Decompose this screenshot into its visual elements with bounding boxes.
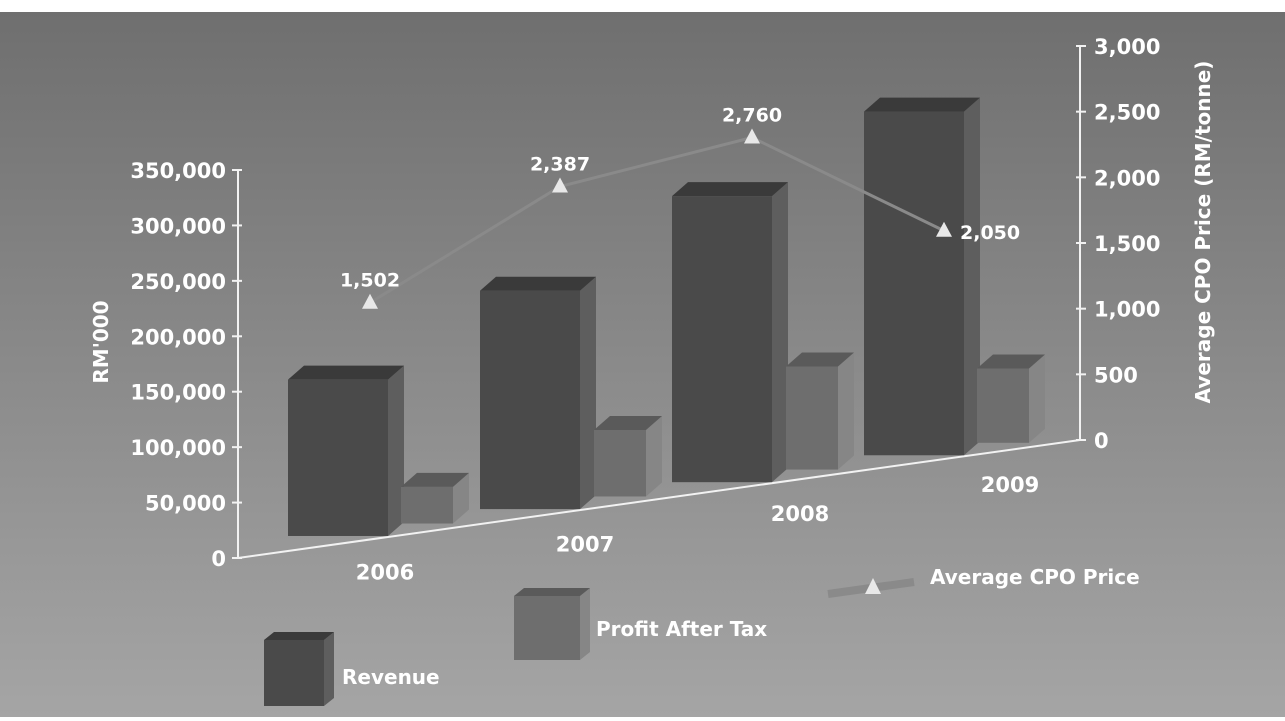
left-axis-tick-label: 300,000 bbox=[130, 214, 226, 238]
revenue-bar-top bbox=[480, 276, 596, 291]
left-axis-title: RM'000 bbox=[89, 300, 113, 383]
cpo-price-data-label: 2,760 bbox=[722, 105, 782, 127]
cpo-price-series-line bbox=[369, 135, 945, 305]
legend-revenue-swatch-top bbox=[264, 632, 334, 640]
revenue-bar-front bbox=[672, 196, 772, 483]
legend-revenue-swatch-side bbox=[324, 632, 334, 706]
legend-revenue-swatch-front bbox=[264, 640, 324, 706]
profit-bar bbox=[786, 352, 854, 470]
profit-bar-front bbox=[786, 366, 838, 470]
revenue-bar-top bbox=[672, 182, 788, 197]
profit-bar-side bbox=[646, 415, 662, 497]
revenue-bar bbox=[672, 182, 788, 483]
profit-bar-side bbox=[838, 352, 854, 470]
right-axis-tick-label: 3,000 bbox=[1094, 35, 1160, 59]
profit-bar bbox=[977, 354, 1045, 443]
legend-revenue-swatch bbox=[264, 632, 334, 706]
left-axis-tick-label: 200,000 bbox=[130, 325, 226, 349]
cpo-price-data-label: 1,502 bbox=[340, 270, 400, 292]
category-axis-line bbox=[237, 439, 1081, 559]
revenue-bar bbox=[288, 365, 404, 536]
profit-bar-top bbox=[594, 415, 662, 430]
right-axis-tick-label: 500 bbox=[1094, 363, 1138, 387]
profit-bar-front bbox=[977, 368, 1029, 443]
left-axis-tick-label: 150,000 bbox=[130, 381, 226, 405]
profit-bar-top bbox=[977, 354, 1045, 369]
legend-profit-swatch-side bbox=[580, 588, 590, 660]
profit-bar-top bbox=[786, 352, 854, 367]
category-tick-label: 2008 bbox=[771, 502, 829, 526]
cpo-price-marker bbox=[936, 221, 952, 237]
right-axis-tick-label: 2,500 bbox=[1094, 101, 1160, 125]
left-axis-tick-label: 0 bbox=[211, 547, 226, 571]
category-tick-label: 2007 bbox=[556, 532, 614, 556]
legend-profit-swatch bbox=[514, 588, 590, 660]
category-tick-label: 2009 bbox=[981, 473, 1039, 497]
revenue-bar-top bbox=[864, 97, 980, 112]
right-axis-tick-label: 0 bbox=[1094, 429, 1109, 453]
profit-bar-side bbox=[453, 472, 469, 524]
chart-background bbox=[0, 12, 1285, 717]
cpo-price-marker bbox=[744, 128, 760, 144]
legend-revenue-label: Revenue bbox=[342, 665, 440, 689]
revenue-bar-front bbox=[288, 379, 388, 536]
left-axis-tick-label: 350,000 bbox=[130, 159, 226, 183]
legend-cpo-label: Average CPO Price bbox=[930, 565, 1140, 589]
profit-bar bbox=[401, 472, 469, 524]
profit-bar-front bbox=[594, 429, 646, 497]
revenue-bar-front bbox=[864, 111, 964, 456]
revenue-bar-side bbox=[388, 365, 404, 536]
revenue-bar-front bbox=[480, 290, 580, 510]
left-axis-tick-label: 250,000 bbox=[130, 270, 226, 294]
legend-cpo-marker-swatch bbox=[865, 578, 881, 594]
revenue-bar bbox=[864, 97, 980, 456]
left-axis-tick-label: 50,000 bbox=[145, 492, 226, 516]
revenue-bar-top bbox=[288, 365, 404, 380]
legend-profit-swatch-top bbox=[514, 588, 590, 596]
right-axis-tick-label: 2,000 bbox=[1094, 166, 1160, 190]
cpo-price-marker bbox=[362, 293, 378, 309]
revenue-bar bbox=[480, 276, 596, 510]
cpo-price-data-label: 2,387 bbox=[530, 154, 590, 176]
profit-bar bbox=[594, 415, 662, 497]
right-axis-tick-label: 1,000 bbox=[1094, 298, 1160, 322]
profit-bar-front bbox=[401, 486, 453, 524]
left-axis-tick-label: 100,000 bbox=[130, 436, 226, 460]
cpo-price-data-label: 2,050 bbox=[960, 222, 1020, 244]
profit-bar-top bbox=[401, 472, 469, 487]
profit-bar-side bbox=[1029, 354, 1045, 443]
legend-profit-label: Profit After Tax bbox=[596, 617, 767, 641]
right-axis-title: Average CPO Price (RM/tonne) bbox=[1191, 61, 1215, 404]
cpo-price-marker bbox=[552, 177, 568, 193]
category-tick-label: 2006 bbox=[356, 560, 414, 584]
revenue-bar-side bbox=[580, 276, 596, 510]
right-axis-tick-label: 1,500 bbox=[1094, 232, 1160, 256]
revenue-bar-side bbox=[964, 97, 980, 456]
revenue-bar-side bbox=[772, 182, 788, 483]
legend-profit-swatch-front bbox=[514, 596, 580, 660]
